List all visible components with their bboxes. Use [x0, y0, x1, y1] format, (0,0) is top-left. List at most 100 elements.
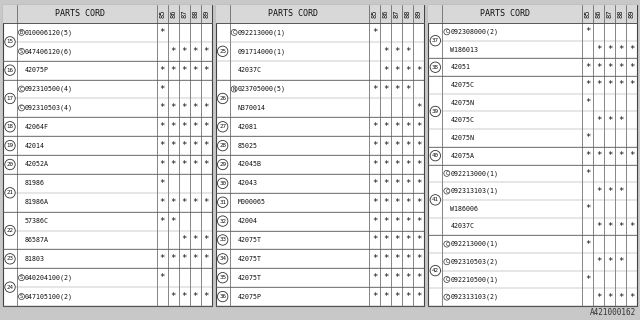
Text: *: * — [204, 141, 209, 150]
Text: 18: 18 — [6, 124, 13, 129]
Text: *: * — [607, 293, 612, 302]
Text: *: * — [618, 116, 623, 125]
Text: C: C — [445, 259, 449, 264]
Text: *: * — [394, 141, 399, 150]
Text: 42075P: 42075P — [25, 67, 49, 73]
Circle shape — [19, 29, 24, 36]
Text: 21: 21 — [6, 190, 13, 195]
Text: S: S — [20, 275, 23, 280]
Text: *: * — [416, 66, 422, 75]
Text: *: * — [204, 103, 209, 112]
Circle shape — [218, 159, 228, 170]
Text: *: * — [372, 254, 378, 263]
Text: M000065: M000065 — [237, 199, 266, 205]
Text: *: * — [193, 292, 198, 301]
Text: 092313103(1): 092313103(1) — [451, 188, 499, 194]
Text: *: * — [170, 141, 176, 150]
Text: *: * — [596, 257, 601, 266]
Text: 047105100(2): 047105100(2) — [25, 293, 73, 300]
Text: *: * — [182, 236, 187, 244]
Text: *: * — [629, 222, 634, 231]
Text: *: * — [607, 151, 612, 160]
Text: *: * — [372, 198, 378, 207]
Text: *: * — [405, 198, 410, 207]
Text: *: * — [629, 80, 634, 89]
Circle shape — [5, 37, 15, 47]
Circle shape — [5, 65, 15, 76]
Text: 23: 23 — [6, 256, 13, 261]
Text: 33: 33 — [219, 237, 226, 243]
Circle shape — [218, 46, 228, 57]
Circle shape — [231, 86, 237, 92]
Text: *: * — [372, 273, 378, 282]
Text: 42043: 42043 — [237, 180, 258, 186]
Text: 86: 86 — [170, 10, 176, 18]
Text: 89: 89 — [203, 10, 209, 18]
Text: *: * — [416, 292, 422, 301]
Text: *: * — [585, 133, 590, 142]
Text: S: S — [20, 294, 23, 299]
Text: *: * — [416, 122, 422, 131]
Text: 19: 19 — [6, 143, 13, 148]
Text: *: * — [394, 254, 399, 263]
Text: *: * — [596, 151, 601, 160]
Circle shape — [5, 282, 15, 292]
Text: 42075C: 42075C — [451, 117, 474, 123]
Text: *: * — [204, 160, 209, 169]
Text: 092213000(1): 092213000(1) — [451, 170, 499, 177]
Text: *: * — [405, 84, 410, 93]
Text: 42075T: 42075T — [237, 275, 262, 281]
Text: *: * — [394, 217, 399, 226]
Text: *: * — [193, 198, 198, 207]
Text: 32: 32 — [219, 219, 226, 224]
Circle shape — [19, 275, 24, 281]
Text: *: * — [596, 45, 601, 54]
Circle shape — [231, 29, 237, 36]
Text: *: * — [182, 122, 187, 131]
Text: *: * — [159, 273, 165, 282]
Text: *: * — [170, 254, 176, 263]
Text: *: * — [405, 273, 410, 282]
Text: *: * — [372, 141, 378, 150]
Text: 023705000(5): 023705000(5) — [237, 86, 285, 92]
Text: 86: 86 — [595, 10, 602, 18]
Text: 092310503(4): 092310503(4) — [25, 105, 73, 111]
Text: 36: 36 — [219, 294, 226, 299]
Text: *: * — [170, 66, 176, 75]
Text: *: * — [193, 66, 198, 75]
Text: 42075T: 42075T — [237, 256, 262, 262]
Circle shape — [218, 140, 228, 151]
Text: *: * — [596, 80, 601, 89]
Text: 24: 24 — [6, 284, 13, 290]
Text: 092210500(1): 092210500(1) — [451, 276, 499, 283]
Text: *: * — [159, 66, 165, 75]
Text: 87: 87 — [607, 10, 612, 18]
Text: 38: 38 — [432, 65, 439, 70]
Text: 42075N: 42075N — [451, 100, 474, 106]
Text: *: * — [182, 47, 187, 56]
Text: *: * — [372, 160, 378, 169]
Circle shape — [218, 93, 228, 104]
Text: *: * — [204, 254, 209, 263]
Text: *: * — [170, 47, 176, 56]
Circle shape — [19, 105, 24, 111]
Circle shape — [5, 188, 15, 198]
Bar — [3, 5, 212, 306]
Text: 42051: 42051 — [451, 64, 470, 70]
Text: *: * — [383, 217, 388, 226]
Text: *: * — [372, 179, 378, 188]
Text: PARTS CORD: PARTS CORD — [55, 10, 105, 19]
Text: *: * — [372, 236, 378, 244]
Text: 42014: 42014 — [25, 143, 45, 148]
Text: 85: 85 — [372, 10, 378, 18]
Text: 89: 89 — [416, 10, 422, 18]
Text: 35: 35 — [219, 275, 226, 280]
Circle shape — [444, 259, 450, 265]
Text: 42052A: 42052A — [25, 162, 49, 167]
Text: *: * — [405, 122, 410, 131]
Text: *: * — [394, 236, 399, 244]
Circle shape — [218, 292, 228, 302]
Circle shape — [218, 178, 228, 188]
Text: *: * — [394, 179, 399, 188]
Text: S: S — [20, 49, 23, 54]
